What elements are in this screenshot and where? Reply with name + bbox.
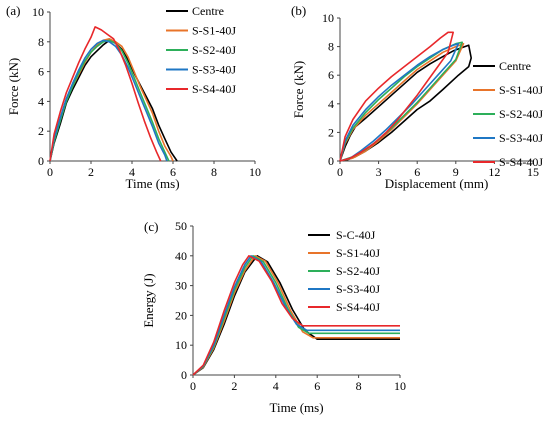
legend-label-1: Centre: [499, 59, 531, 73]
legend-label-4: S-S3-40J: [499, 131, 543, 145]
y-axis-title: Force (kN): [6, 58, 21, 115]
y-tick-label: 8: [38, 35, 44, 49]
legend-label-1: S-C-40J: [336, 228, 376, 242]
series-line-4: [339, 42, 460, 162]
series-line-4: [192, 255, 400, 376]
legend-label-4: S-S3-40J: [192, 63, 236, 77]
x-axis-title: Time (ms): [125, 176, 179, 191]
y-tick-label: 4: [328, 97, 334, 111]
legend-label-5: S-S4-40J: [336, 300, 380, 314]
series-line-5: [192, 255, 400, 376]
y-tick-label: 2: [328, 125, 334, 139]
y-tick-label: 2: [38, 124, 44, 138]
legend: Centre S-S1-40J S-S2-40J S-S3-40J S-S4-40J: [166, 4, 236, 96]
legend-label-2: S-S1-40J: [192, 24, 236, 38]
chart-panel-3: (c) 0 2 4 6 8 10 0 10 20 30 40 50 Time (ms) Energy (J)…: [141, 219, 406, 415]
x-tick-label: 12: [488, 165, 500, 179]
chart-panel-2: (b) 0 3 6 9 12 15 0 2 4 6 8 10 Displacement (mm) Force…: [291, 3, 543, 191]
series-line-4: [49, 39, 168, 162]
legend: Centre S-S1-40J S-S2-40J S-S3-40J S-S4-40J: [473, 59, 543, 169]
series-line-3: [49, 39, 170, 162]
x-axis-title: Displacement (mm): [385, 176, 489, 191]
y-tick-label: 10: [175, 338, 187, 352]
x-tick-label: 8: [356, 379, 362, 393]
y-tick-label: 4: [38, 94, 44, 108]
legend-label-2: S-S1-40J: [499, 83, 543, 97]
x-tick-label: 0: [337, 165, 343, 179]
x-tick-label: 0: [190, 379, 196, 393]
y-tick-label: 40: [175, 249, 187, 263]
series-line-3: [339, 41, 464, 162]
x-tick-label: 8: [211, 165, 217, 179]
legend-label-1: Centre: [192, 4, 224, 18]
legend-label-5: S-S4-40J: [192, 82, 236, 96]
legend-label-2: S-S1-40J: [336, 246, 380, 260]
legend-label-5: S-S4-40J: [499, 155, 543, 169]
y-tick-label: 20: [175, 308, 187, 322]
series-line-5: [339, 31, 455, 162]
legend-label-3: S-S2-40J: [336, 264, 380, 278]
legend-label-3: S-S2-40J: [499, 107, 543, 121]
legend-label-3: S-S2-40J: [192, 43, 236, 57]
panel-label: (a): [6, 3, 20, 18]
y-tick-label: 6: [328, 68, 334, 82]
legend-label-4: S-S3-40J: [336, 282, 380, 296]
y-tick-label: 10: [322, 11, 334, 25]
x-tick-label: 4: [129, 165, 135, 179]
series-line-2: [339, 42, 465, 162]
y-axis-title: Energy (J): [141, 273, 156, 327]
y-tick-label: 0: [328, 154, 334, 168]
y-tick-label: 8: [328, 40, 334, 54]
x-tick-label: 15: [527, 165, 539, 179]
chart-panel-1: (a) 0 2 4 6 8 10 0 2 4 6 8 10 Time (ms) Force (kN) Cent…: [6, 3, 261, 191]
x-tick-label: 6: [170, 165, 176, 179]
y-tick-label: 6: [38, 65, 44, 79]
legend: S-C-40J S-S1-40J S-S2-40J S-S3-40J S-S4-40J: [308, 228, 380, 314]
y-tick-label: 0: [181, 368, 187, 382]
y-tick-label: 10: [32, 5, 44, 19]
x-tick-label: 9: [453, 165, 459, 179]
x-tick-label: 2: [88, 165, 94, 179]
y-axis-title: Force (kN): [291, 61, 306, 118]
x-tick-label: 10: [249, 165, 261, 179]
x-tick-label: 0: [47, 165, 53, 179]
panel-label: (b): [291, 3, 306, 18]
x-tick-label: 10: [394, 379, 406, 393]
x-tick-label: 2: [231, 379, 237, 393]
panel-label: (c): [144, 219, 158, 234]
x-axis-title: Time (ms): [269, 400, 323, 415]
y-tick-label: 0: [38, 154, 44, 168]
x-tick-label: 6: [414, 165, 420, 179]
x-tick-label: 3: [376, 165, 382, 179]
x-tick-label: 4: [273, 379, 279, 393]
series-line-5: [49, 26, 162, 162]
series-line-1: [339, 44, 473, 162]
y-tick-label: 50: [175, 219, 187, 233]
y-tick-label: 30: [175, 279, 187, 293]
x-tick-label: 6: [314, 379, 320, 393]
